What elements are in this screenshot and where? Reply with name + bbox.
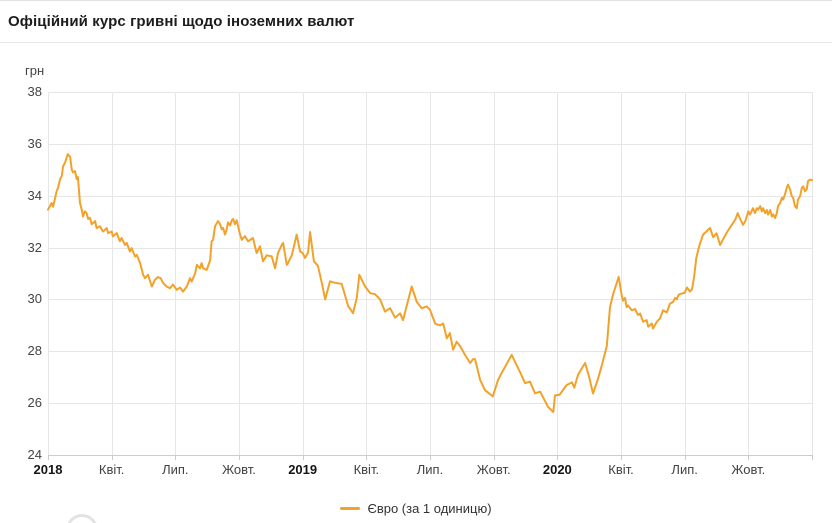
x-tick-label: Лип.	[162, 462, 189, 477]
widget-header: Офіційний курс гривні щодо іноземних вал…	[0, 1, 832, 43]
x-tick-label: Квіт.	[98, 462, 125, 477]
x-tick-label: Жовт.	[222, 462, 256, 477]
legend-label: Євро (за 1 одиницю)	[367, 501, 492, 516]
y-tick-label: 38	[27, 84, 42, 99]
x-tick-label: 2018	[33, 462, 63, 477]
x-tick-label: Квіт.	[353, 462, 380, 477]
x-tick-label: Лип.	[416, 462, 444, 477]
y-tick-label: 34	[27, 187, 42, 203]
x-tick-label: Квіт.	[608, 462, 634, 477]
x-tick-label: Жовт.	[476, 462, 511, 477]
y-tick-label: 26	[27, 395, 42, 411]
page-title: Офіційний курс гривні щодо іноземних вал…	[8, 13, 355, 30]
y-tick-label: 28	[27, 343, 42, 359]
x-tick-label: 2020	[542, 462, 572, 477]
legend: Євро (за 1 одиницю)	[0, 498, 832, 516]
y-tick-label: 30	[27, 291, 42, 307]
y-tick-label: 24	[27, 447, 42, 462]
x-tick-label: Жовт.	[731, 462, 766, 477]
legend-item-euro[interactable]: Євро (за 1 одиницю)	[340, 501, 492, 516]
legend-line-icon	[340, 507, 361, 510]
x-tick-label: Лип.	[671, 462, 698, 477]
euro-rate-line[interactable]	[47, 153, 813, 413]
y-tick-label: 32	[27, 239, 42, 255]
y-axis-unit-label: грн	[25, 63, 45, 78]
y-tick-label: 36	[27, 135, 42, 151]
x-tick-label: 2019	[288, 462, 318, 477]
